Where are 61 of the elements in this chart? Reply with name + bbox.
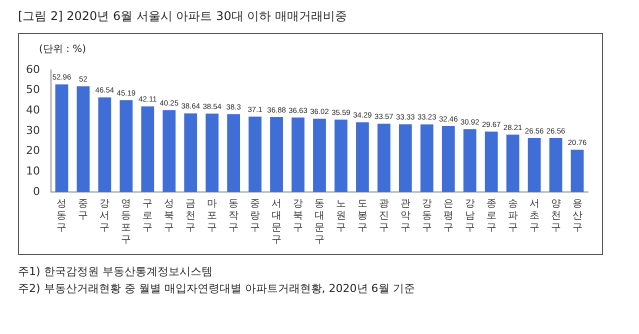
bar (184, 113, 198, 192)
bar (227, 114, 240, 192)
x-tick-label: 강동구 (422, 198, 432, 234)
bar (270, 117, 283, 192)
bar (313, 118, 326, 192)
text: 주1) 한국감정원 부동산통계정보시스템 (18, 264, 214, 280)
x-tick-label: 광진구 (378, 198, 389, 234)
x-tick-label: 금천구 (186, 198, 196, 234)
x-tick-label: 서초구 (529, 198, 540, 234)
bar (162, 110, 176, 192)
bar (76, 86, 90, 192)
x-tick-label: 용산구 (572, 198, 582, 234)
bar (248, 116, 262, 192)
y-axis-title: (단위 : %) (39, 43, 86, 56)
bar (398, 124, 412, 192)
x-tick-label: 은평구 (443, 198, 454, 234)
x-tick-label: 도봉구 (357, 198, 368, 234)
y-tick-label: 10 (26, 164, 40, 178)
x-tick-label: 마포구 (207, 198, 218, 234)
x-tick-label: 성동구 (56, 198, 67, 234)
bar (570, 150, 584, 192)
bar (442, 126, 455, 192)
x-tick-label: 강서구 (100, 198, 110, 234)
y-tick-label: 0 (32, 184, 40, 198)
x-tick-label: 종로구 (486, 198, 496, 234)
y-tick-label: 30 (26, 124, 40, 137)
x-tick-label: 서대문구 (272, 198, 282, 246)
x-tick-label: 양천구 (550, 198, 561, 234)
y-tick-label: 40 (26, 104, 40, 117)
x-tick-label: 강남구 (464, 198, 475, 234)
bar (528, 138, 541, 192)
bar (356, 122, 369, 192)
y-tick-label: 60 (26, 62, 40, 76)
bar (206, 114, 219, 192)
bar (463, 129, 476, 192)
x-tick-label: 동대문구 (314, 198, 324, 246)
y-tick-label: 50 (26, 83, 40, 96)
x-tick-label: 영등포구 (121, 198, 132, 246)
bar (98, 97, 112, 192)
bar (55, 84, 68, 192)
bar (420, 124, 434, 192)
x-tick-label: 송파구 (508, 198, 518, 234)
bar (334, 120, 348, 192)
text: 주2) 부동산거래현황 중 월별 매입자연령대별 아파트거래현황, 2020년 6월 기준 (18, 281, 416, 297)
bar (377, 124, 390, 192)
bar (120, 100, 133, 192)
x-tick-label: 강북구 (293, 198, 304, 234)
y-tick-label: 20 (26, 144, 40, 158)
bar (141, 106, 154, 192)
x-tick-label: 노원구 (336, 198, 346, 234)
x-tick-label: 동작구 (228, 198, 239, 234)
x-tick-label: 구로구 (142, 198, 153, 234)
x-tick-label: 관악구 (400, 198, 410, 234)
x-tick-label: 중구 (78, 198, 88, 222)
x-tick-label: 성북구 (164, 198, 174, 234)
x-tick-label: 중랑구 (250, 198, 260, 234)
chart-title: [그림 2] 2020년 6월 서울시 아파트 30대 이하 매매거래비중 (18, 8, 348, 25)
bar (506, 134, 520, 192)
bar (549, 138, 562, 192)
bar (292, 118, 304, 192)
bar (484, 132, 498, 192)
